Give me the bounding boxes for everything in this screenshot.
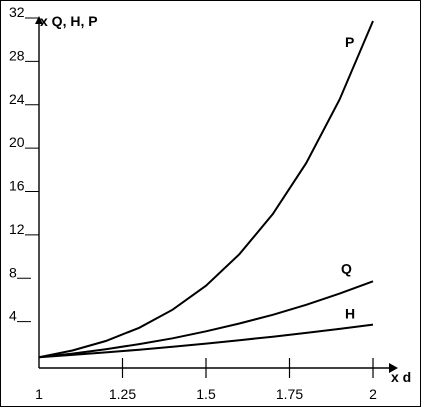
x-tick-label: 2 xyxy=(369,386,377,402)
series-line-q xyxy=(38,280,374,359)
axes xyxy=(35,16,398,373)
series-label-p: P xyxy=(345,34,354,50)
y-tick-label: 8 xyxy=(9,264,17,280)
y-axis-arrow xyxy=(35,16,43,24)
x-axis-arrow xyxy=(389,363,398,373)
y-tick-label: 16 xyxy=(9,178,25,194)
series-line-h xyxy=(38,323,374,359)
y-tick-label: 12 xyxy=(9,221,25,237)
y-axis-label: x Q, H, P xyxy=(40,13,98,29)
x-tick-label: 1.75 xyxy=(276,386,303,402)
x-tick-label: 1 xyxy=(35,386,43,402)
y-tick-label: 28 xyxy=(9,47,25,63)
y-tick-label: 24 xyxy=(9,91,25,107)
x-tick-label: 1.5 xyxy=(196,386,216,402)
series-line-p xyxy=(38,20,374,359)
x-tick-label: 1.25 xyxy=(109,386,136,402)
series-label-q: Q xyxy=(341,260,352,276)
y-tick-label: 20 xyxy=(9,134,25,150)
series-label-h: H xyxy=(345,306,355,322)
x-axis-label: x d xyxy=(391,369,411,385)
y-tick-label: 4 xyxy=(9,308,17,324)
y-tick-label: 32 xyxy=(9,4,25,20)
labels: x Q, H, P x d xyxy=(40,13,411,385)
series-lines: P Q H xyxy=(38,20,374,359)
